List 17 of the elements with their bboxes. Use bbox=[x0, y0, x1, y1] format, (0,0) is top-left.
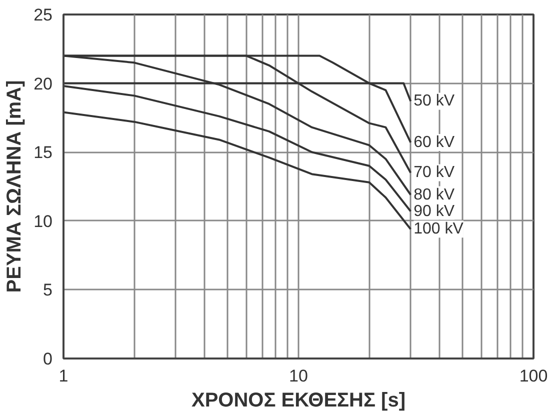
x-axis-title: ΧΡΟΝΟΣ ΕΚΘΕΣΗΣ [s] bbox=[192, 390, 406, 412]
x-tick-label: 100 bbox=[519, 366, 548, 386]
x-tick-label: 10 bbox=[289, 366, 308, 386]
y-tick-label: 0 bbox=[43, 350, 53, 368]
y-tick-label: 25 bbox=[34, 6, 53, 24]
y-tick-label: 5 bbox=[43, 280, 53, 300]
series-label: 50 kV bbox=[414, 92, 455, 110]
series-label: 100 kV bbox=[414, 220, 464, 238]
y-tick-label: 10 bbox=[34, 212, 53, 231]
series-label: 60 kV bbox=[414, 134, 455, 151]
series-label: 80 kV bbox=[414, 186, 455, 204]
y-axis-title: ΡΕΥΜΑ ΣΩΛΗΝΑ [mA] bbox=[4, 80, 26, 293]
y-tick-label: 20 bbox=[34, 74, 53, 94]
series-label: 90 kV bbox=[414, 202, 455, 220]
y-tick-label: 15 bbox=[34, 143, 53, 162]
series-label: 70 kV bbox=[414, 164, 455, 182]
x-tick-label: 1 bbox=[58, 366, 68, 386]
